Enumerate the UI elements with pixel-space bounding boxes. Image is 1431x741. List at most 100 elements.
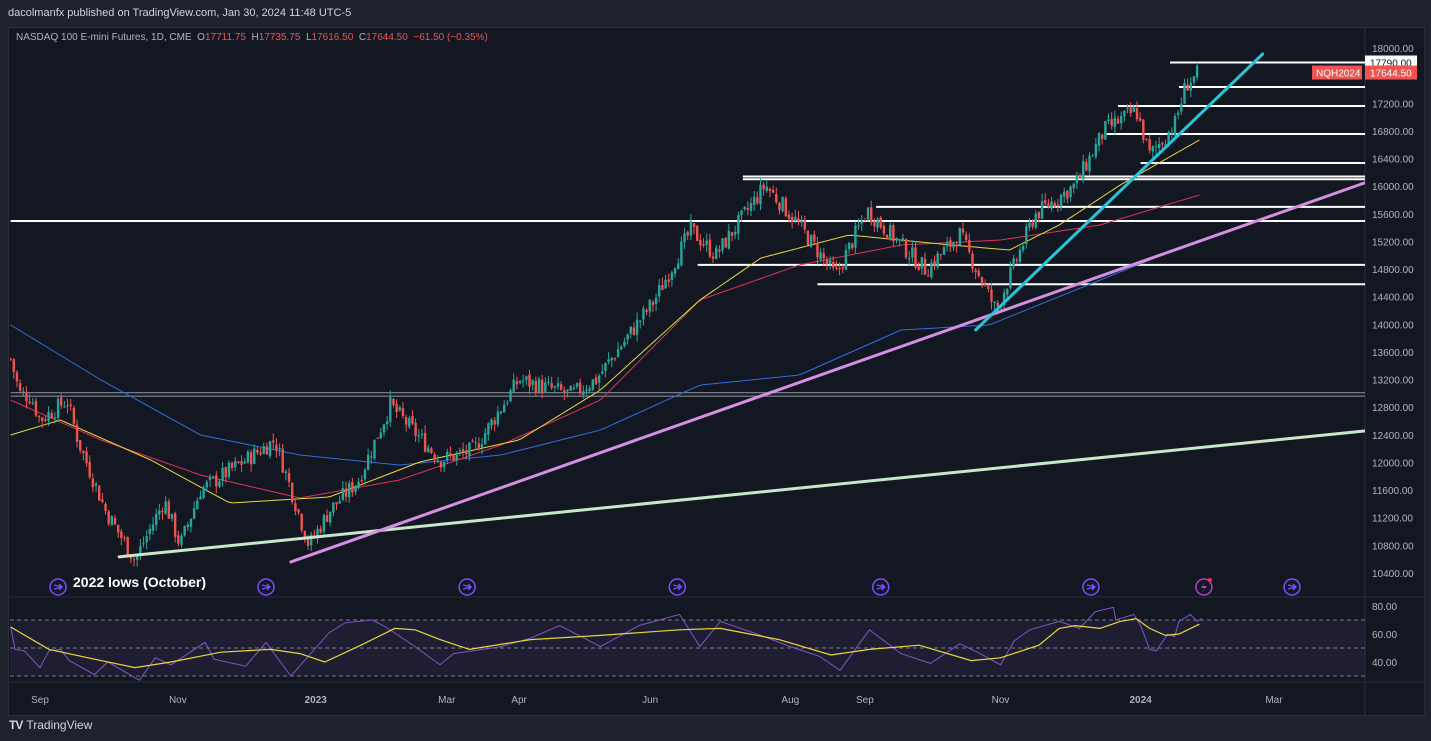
event-circle	[668, 578, 687, 596]
open-label: O	[197, 32, 205, 43]
candle-body	[936, 253, 939, 268]
candle-body	[787, 214, 791, 219]
lightning-event-icon[interactable]	[1195, 578, 1213, 596]
candle-body	[41, 417, 44, 422]
candle-body	[920, 257, 924, 269]
candle-body	[63, 406, 66, 408]
candle-body	[629, 326, 632, 334]
dividend-event-icon[interactable]	[257, 578, 275, 596]
candle-body	[1195, 65, 1199, 78]
candle-body	[189, 518, 193, 527]
dividend-event-icon[interactable]	[1082, 578, 1100, 596]
price-tick-label: 14800.00	[1372, 265, 1414, 276]
candle-body	[819, 252, 822, 260]
candle-body	[879, 217, 882, 228]
candle-body	[1157, 143, 1161, 149]
candle-body	[145, 536, 148, 543]
candle-body	[677, 263, 680, 270]
rsi-tick-label: 60.00	[1372, 630, 1397, 641]
candle-body	[1072, 183, 1075, 189]
dividend-event-icon[interactable]	[458, 578, 476, 596]
candle-body	[639, 320, 642, 322]
candle-body	[154, 514, 158, 525]
candle-body	[202, 487, 205, 498]
candle-body	[1145, 138, 1148, 140]
candle-body	[566, 389, 569, 392]
candle-body	[835, 267, 838, 269]
candle-body	[749, 203, 753, 211]
dividend-event-icon[interactable]	[668, 578, 687, 596]
candle-body	[22, 391, 25, 393]
candle-body	[1012, 258, 1015, 267]
dividend-event-icon[interactable]	[871, 578, 890, 596]
candle-body	[1183, 83, 1186, 104]
candle-body	[319, 528, 322, 533]
candle-body	[208, 476, 212, 480]
candle-body	[851, 243, 854, 249]
candle-body	[129, 556, 133, 559]
chart-panel[interactable]	[8, 27, 1425, 716]
candle-body	[664, 279, 667, 289]
candle-body	[490, 419, 493, 426]
candle-body	[1066, 190, 1069, 199]
candle-body	[1110, 119, 1113, 126]
candle-body	[591, 379, 594, 390]
candle-body	[53, 417, 57, 419]
candle-body	[661, 285, 664, 291]
arrow-glyph	[1086, 583, 1096, 591]
candle-body	[465, 450, 468, 455]
candle-body	[1107, 119, 1110, 122]
candle-body	[75, 424, 79, 442]
candle-body	[446, 451, 449, 461]
candle-body	[335, 502, 338, 505]
candle-body	[275, 444, 278, 451]
symbol-name[interactable]: NASDAQ 100 E-mini Futures, 1D, CME	[16, 32, 192, 43]
price-tick-label: 16400.00	[1372, 155, 1414, 166]
candle-body	[945, 241, 949, 247]
candle-body	[737, 215, 740, 234]
candle-body	[34, 400, 38, 416]
candle-body	[69, 404, 72, 406]
candle-body	[743, 207, 746, 210]
candle-body	[828, 259, 832, 264]
candle-body	[1104, 121, 1107, 140]
candle-body	[942, 247, 946, 255]
candle-body	[933, 260, 936, 267]
candle-body	[822, 253, 825, 259]
candle-body	[253, 448, 256, 464]
candle-body	[461, 449, 465, 452]
candle-body	[449, 453, 452, 455]
candle-body	[765, 186, 769, 191]
candle-body	[91, 478, 95, 488]
candle-body	[813, 234, 816, 242]
dividend-event-icon[interactable]	[1283, 578, 1301, 596]
candle-body	[1091, 155, 1094, 157]
candle-body	[601, 371, 604, 374]
candle-body	[221, 467, 224, 481]
candle-body	[528, 374, 531, 387]
candle-body	[680, 241, 683, 266]
candle-body	[952, 242, 955, 248]
tradingview-brand[interactable]: TV TradingView	[9, 718, 92, 732]
dividend-event-icon[interactable]	[49, 578, 67, 596]
candle-body	[455, 452, 458, 460]
trendline-cyan	[974, 52, 1265, 332]
candle-body	[167, 501, 171, 519]
candle-body	[844, 250, 848, 270]
candle-body	[82, 450, 85, 453]
candle-body	[708, 239, 712, 257]
candle-body	[1097, 132, 1101, 146]
candle-body	[1082, 161, 1085, 180]
candle-body	[1009, 267, 1012, 289]
candle-body	[1189, 82, 1192, 91]
candle-body	[531, 380, 534, 385]
candle-body	[727, 231, 731, 249]
candle-body	[515, 381, 519, 385]
candle-body	[477, 443, 481, 450]
candle-body	[692, 223, 696, 227]
candle-body	[436, 460, 439, 462]
candle-body	[544, 382, 547, 392]
candle-body	[1164, 144, 1167, 146]
low-value: 17616.50	[311, 32, 354, 43]
